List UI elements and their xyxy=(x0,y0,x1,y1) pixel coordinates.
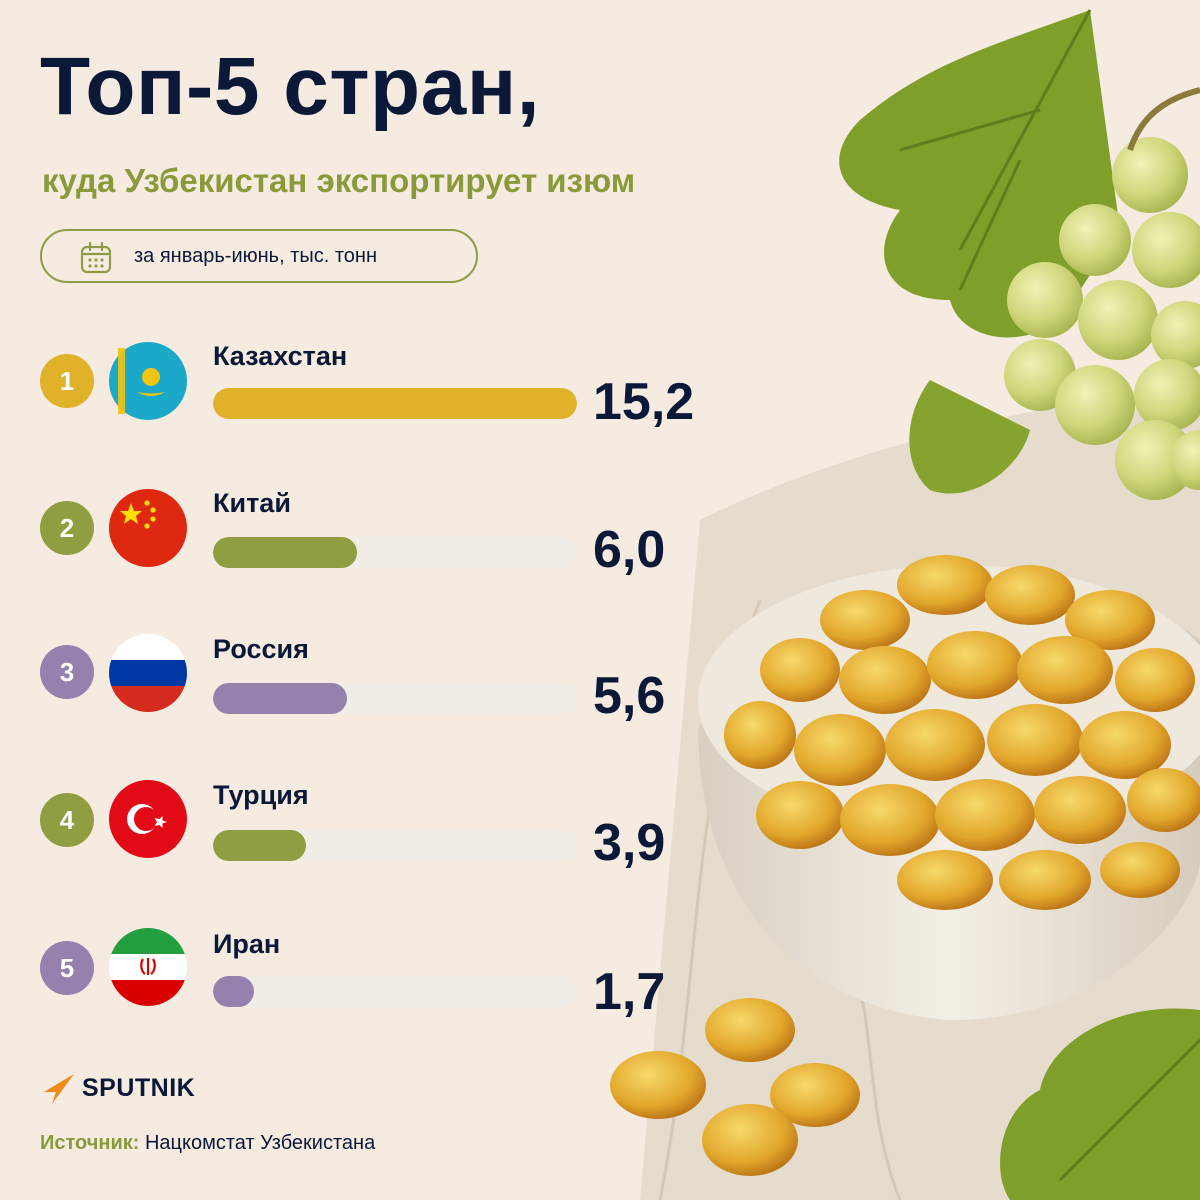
rank-badge: 3 xyxy=(40,645,94,699)
bar-iran xyxy=(213,976,254,1007)
country-label: Иран xyxy=(213,929,281,959)
value-label: 6,0 xyxy=(593,521,666,579)
bar-china xyxy=(213,537,357,568)
sputnik-logo xyxy=(44,1074,74,1104)
source-text: Нацкомстат Узбекистана xyxy=(144,1132,376,1154)
bar-russia xyxy=(213,683,347,714)
value-label: 5,6 xyxy=(593,667,666,725)
calendar-icon xyxy=(80,241,112,274)
value-label: 3,9 xyxy=(593,814,666,872)
rank-badge: 2 xyxy=(40,501,94,555)
bar-track xyxy=(213,830,577,861)
rank-badge: 1 xyxy=(40,354,94,408)
page-subtitle: куда Узбекистан экспортирует изюм xyxy=(42,162,636,199)
country-label: Россия xyxy=(213,634,309,664)
bar-track xyxy=(213,976,577,1007)
rank-badge: 5 xyxy=(40,941,94,995)
bar-track xyxy=(213,537,577,568)
value-label: 15,2 xyxy=(593,373,695,431)
country-label: Турция xyxy=(213,780,309,810)
bar-track xyxy=(213,388,577,419)
period-badge: за январь-июнь, тыс. тонн xyxy=(40,229,478,283)
bar-turkey xyxy=(213,830,306,861)
bar-track xyxy=(213,683,577,714)
source-line: Источник: Нацкомстат Узбекистана xyxy=(40,1133,375,1153)
source-label: Источник: xyxy=(40,1132,140,1154)
value-label: 1,7 xyxy=(593,963,666,1021)
brand-name: SPUTNIK xyxy=(82,1074,196,1102)
russia-flag-icon xyxy=(109,634,187,712)
kazakhstan-flag-icon xyxy=(109,342,187,420)
iran-flag-icon xyxy=(109,928,187,1006)
page-title: Топ-5 стран, xyxy=(40,41,541,132)
china-flag-icon xyxy=(109,489,187,567)
country-label: Казахстан xyxy=(213,341,348,371)
country-label: Китай xyxy=(213,488,291,518)
rank-badge: 4 xyxy=(40,793,94,847)
turkey-flag-icon xyxy=(109,780,187,858)
bar-kazakhstan xyxy=(213,388,577,419)
period-label: за январь-июнь, тыс. тонн xyxy=(134,245,377,267)
